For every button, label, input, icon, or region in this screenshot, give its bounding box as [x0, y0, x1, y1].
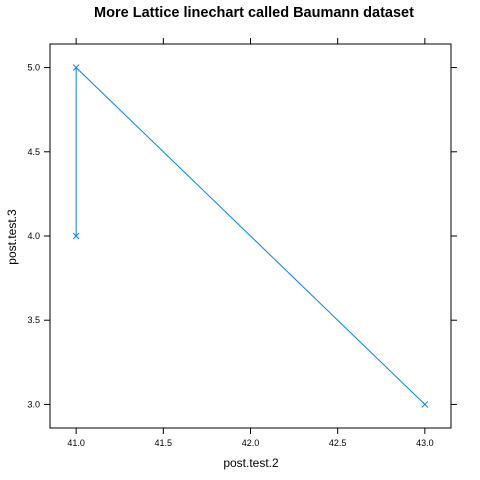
y-tick-label: 4.5 [27, 147, 40, 157]
x-tick-label: 42.0 [242, 438, 260, 448]
chart-title: More Lattice linechart called Baumann da… [94, 5, 414, 21]
data-point-marker [72, 64, 80, 71]
y-axis-ticks [44, 67, 457, 405]
y-tick-label: 5.0 [27, 63, 40, 73]
x-axis-ticks [75, 38, 426, 434]
y-axis-tick-labels: 3.0 3.5 4.0 4.5 5.0 [27, 63, 40, 410]
x-tick-label: 41.5 [155, 438, 173, 448]
marker-stroke [72, 232, 80, 240]
marker-stroke [72, 64, 80, 71]
x-tick-label: 43.0 [416, 438, 434, 448]
y-tick-label: 3.0 [27, 399, 40, 409]
series-layer [72, 64, 429, 408]
marker-stroke [421, 401, 429, 408]
x-tick-label: 42.5 [329, 438, 347, 448]
data-point-marker [72, 232, 80, 240]
y-tick-label: 4.0 [27, 231, 40, 241]
x-tick-label: 41.0 [67, 438, 85, 448]
x-axis-label: post.test.2 [223, 456, 279, 470]
y-axis-label: post.test.3 [5, 209, 19, 265]
x-axis-tick-labels: 41.0 41.5 42.0 42.5 43.0 [67, 438, 433, 448]
y-tick-label: 3.5 [27, 315, 40, 325]
data-point-marker [421, 401, 429, 408]
